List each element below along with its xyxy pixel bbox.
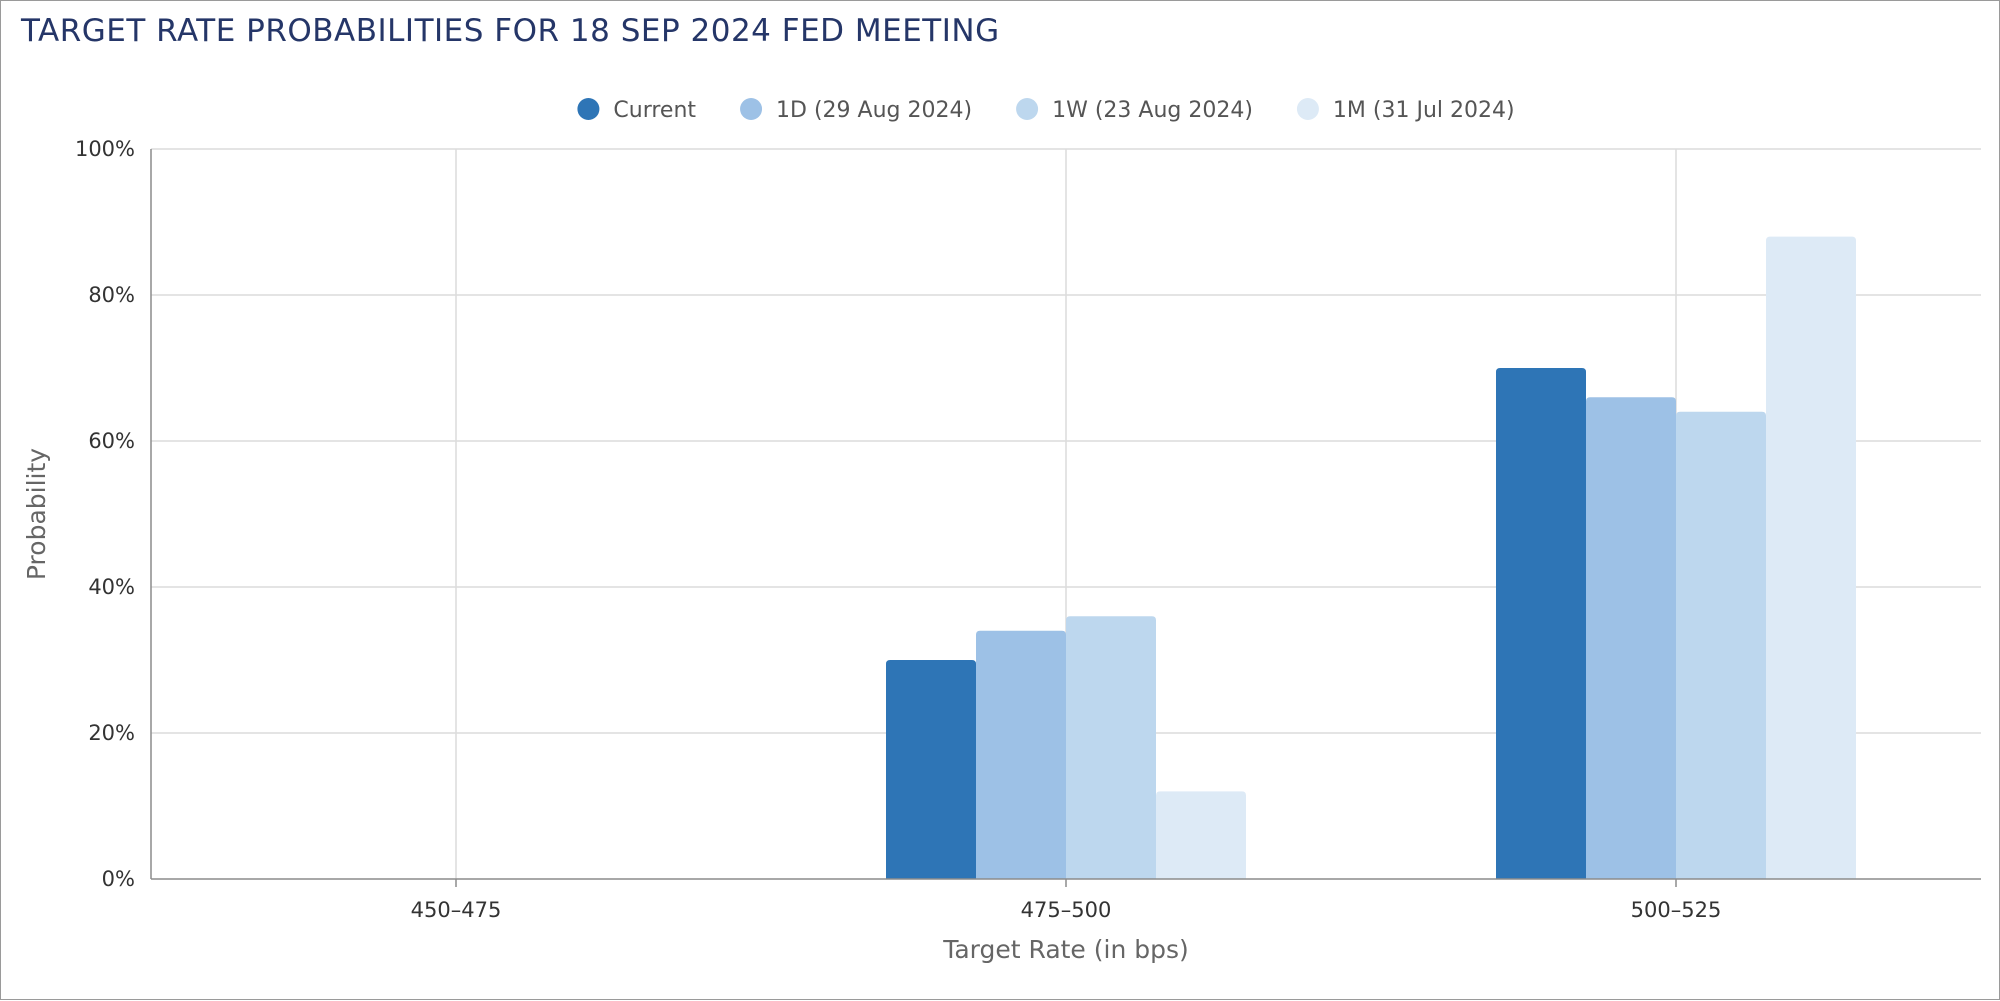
x-tick-label: 500–525 — [1631, 898, 1722, 922]
legend-label-2[interactable]: 1D (29 Aug 2024) — [776, 98, 972, 123]
bar-2-3[interactable] — [1586, 397, 1676, 879]
legend-marker-4[interactable] — [1296, 98, 1319, 120]
y-tick-label: 60% — [88, 429, 135, 453]
bar-2-2[interactable] — [976, 630, 1066, 879]
bar-3-3[interactable] — [1676, 411, 1766, 879]
bar-1-2[interactable] — [886, 660, 976, 879]
bar-4-3[interactable] — [1766, 236, 1856, 880]
y-tick-label: 0% — [102, 867, 135, 891]
x-axis-title: Target Rate (in bps) — [942, 935, 1189, 964]
y-tick-label: 20% — [88, 721, 135, 745]
bar-3-2[interactable] — [1066, 616, 1156, 879]
y-tick-label: 100% — [75, 137, 135, 161]
legend-label-4[interactable]: 1M (31 Jul 2024) — [1333, 98, 1515, 123]
x-tick-label: 450–475 — [411, 898, 502, 922]
y-tick-label: 80% — [88, 283, 135, 307]
legend-label-1[interactable]: Current — [613, 98, 696, 123]
legend-marker-2[interactable] — [740, 98, 763, 120]
y-axis-title: Probability — [22, 448, 51, 580]
y-tick-label: 40% — [88, 575, 135, 599]
legend-marker-3[interactable] — [1016, 98, 1039, 120]
chart-title: TARGET RATE PROBABILITIES FOR 18 SEP 202… — [21, 13, 1000, 49]
bar-4-2[interactable] — [1156, 791, 1246, 879]
legend-marker-1[interactable] — [577, 98, 600, 120]
bar-1-3[interactable] — [1496, 368, 1586, 879]
legend-label-3[interactable]: 1W (23 Aug 2024) — [1052, 98, 1253, 123]
x-tick-label: 475–500 — [1021, 898, 1112, 922]
